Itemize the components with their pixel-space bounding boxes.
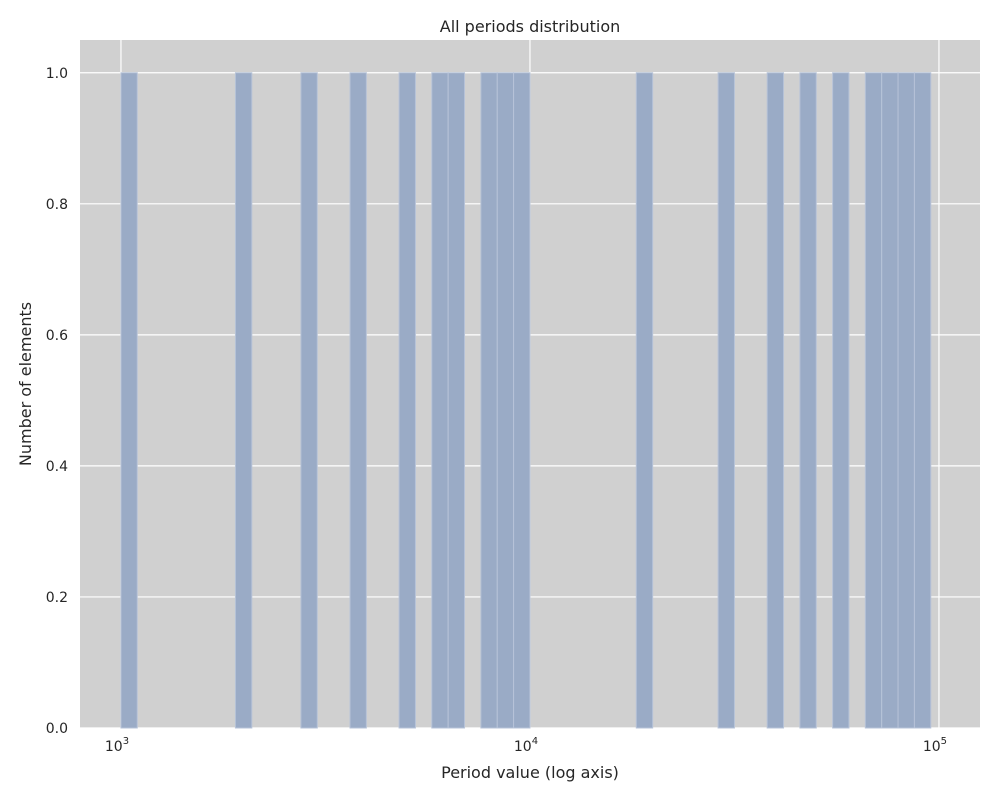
histogram-bar bbox=[300, 72, 318, 729]
histogram-bar bbox=[897, 72, 915, 729]
x-tick-exponent: 5 bbox=[941, 736, 947, 747]
histogram-bar bbox=[913, 72, 932, 729]
histogram-bar bbox=[717, 72, 735, 729]
histogram-bar bbox=[431, 72, 449, 729]
y-tick-label: 0.8 bbox=[46, 197, 68, 213]
x-tick-base: 10 bbox=[105, 739, 123, 755]
y-tick-label: 0.6 bbox=[46, 328, 68, 344]
y-axis-ticks: 0.0 0.2 0.4 0.6 0.8 1.0 bbox=[46, 66, 68, 737]
chart-title: All periods distribution bbox=[440, 17, 621, 36]
y-tick-label: 0.0 bbox=[46, 721, 68, 737]
histogram-bar bbox=[120, 72, 138, 729]
histogram-bar bbox=[496, 72, 515, 729]
histogram-bar bbox=[234, 72, 253, 729]
x-tick-exponent: 3 bbox=[123, 736, 129, 747]
histogram-bar bbox=[349, 72, 367, 729]
histogram-bar bbox=[799, 72, 817, 729]
y-tick-label: 0.4 bbox=[46, 459, 68, 475]
y-tick-label: 0.2 bbox=[46, 590, 68, 606]
x-tick-exponent: 4 bbox=[532, 736, 538, 747]
histogram-bar bbox=[513, 72, 531, 729]
x-tick-base: 10 bbox=[923, 739, 941, 755]
histogram-bar bbox=[480, 72, 498, 729]
y-tick-label: 1.0 bbox=[46, 66, 68, 82]
histogram-bar bbox=[832, 72, 850, 729]
histogram-bar bbox=[766, 72, 785, 729]
x-axis-label: Period value (log axis) bbox=[441, 763, 619, 782]
bars bbox=[120, 72, 932, 729]
y-axis-label: Number of elements bbox=[16, 302, 35, 466]
x-tick-label: 105 bbox=[923, 736, 947, 755]
histogram-bar bbox=[881, 72, 899, 729]
histogram-bar bbox=[447, 72, 466, 729]
histogram-bar bbox=[864, 72, 883, 729]
histogram-bar bbox=[398, 72, 416, 729]
x-tick-label: 103 bbox=[105, 736, 129, 755]
x-tick-label: 104 bbox=[514, 736, 538, 755]
x-tick-base: 10 bbox=[514, 739, 532, 755]
x-axis-ticks: 103 104 105 bbox=[105, 736, 947, 755]
histogram-bar bbox=[635, 72, 654, 729]
